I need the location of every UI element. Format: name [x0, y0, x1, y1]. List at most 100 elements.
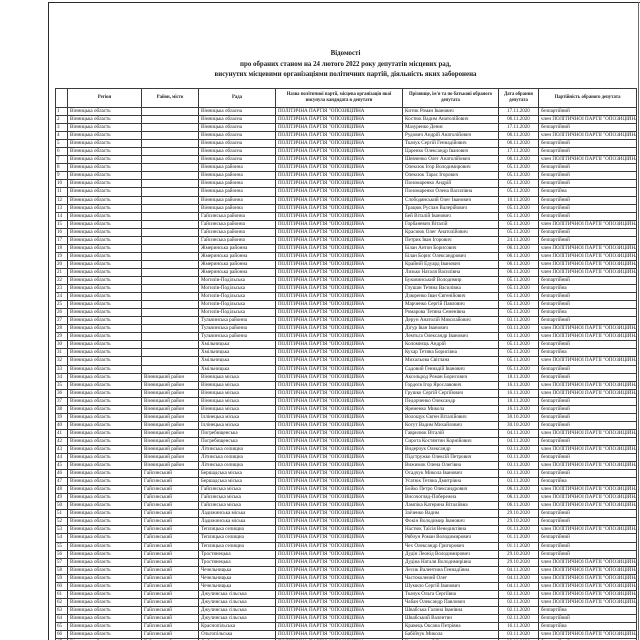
- cell-partisanship: член ПОЛІТИЧНОЇ ПАРТІЇ "ОПОЗИЦІЙНА: [538, 388, 637, 398]
- table-row: 15 Вінницька область Гайсинська районна ПОЛ…: [55, 219, 637, 229]
- cell-election-date: 01.11.2020: [498, 541, 539, 551]
- cell-number: 23: [55, 284, 68, 294]
- cell-region: Вінницька область: [67, 316, 142, 326]
- cell-party: ПОЛІТИЧНА ПАРТІЯ "ОПОЗИЦІЙНА: [275, 139, 403, 149]
- cell-district: [141, 203, 199, 213]
- cell-deputy-name: Дудін Леонід Володимирович: [402, 549, 499, 559]
- cell-partisanship: член ПОЛІТИЧНОЇ ПАРТІЇ "ОПОЗИЦІЙНА: [538, 332, 637, 342]
- cell-number: 1: [55, 106, 68, 117]
- cell-region: Вінницька область: [67, 396, 142, 406]
- cell-party: ПОЛІТИЧНА ПАРТІЯ "ОПОЗИЦІЙНА: [275, 316, 403, 326]
- cell-partisanship: безпартійний: [538, 420, 637, 430]
- cell-number: 26: [55, 308, 68, 318]
- cell-party: ПОЛІТИЧНА ПАРТІЯ "ОПОЗИЦІЙНА: [275, 565, 403, 575]
- cell-election-date: 04.11.2020: [498, 428, 539, 438]
- cell-council: Вінницька міська: [198, 372, 276, 382]
- cell-election-date: 05.11.2020: [498, 171, 539, 181]
- cell-district: Гайсинський: [141, 477, 199, 487]
- cell-council: Тростянецька: [198, 557, 276, 567]
- cell-deputy-name: Рябчун Роман Володимирович: [402, 533, 499, 543]
- cell-district: Вінницький район: [141, 404, 199, 414]
- cell-partisanship: член ПОЛІТИЧНОЇ ПАРТІЇ "ОПОЗИЦІЙНА: [538, 565, 637, 575]
- cell-party: ПОЛІТИЧНА ПАРТІЯ "ОПОЗИЦІЙНА: [275, 597, 403, 607]
- cell-region: Вінницька область: [67, 106, 142, 117]
- cell-partisanship: член ПОЛІТИЧНОЇ ПАРТІЇ "ОПОЗИЦІЙНА: [538, 461, 637, 471]
- cell-deputy-name: Мазуренко Денис: [402, 123, 499, 133]
- table-row: 12 Вінницька область Вінницька районна ПОЛІ…: [55, 195, 637, 205]
- cell-region: Вінницька область: [67, 139, 142, 149]
- cell-district: Вінницький район: [141, 388, 199, 398]
- table-row: 57 Вінницька область Гайсинський Тростянець…: [55, 557, 637, 567]
- cell-number: 4: [55, 131, 68, 141]
- cell-deputy-name: Височогляд-Побережна: [402, 493, 499, 503]
- cell-number: 18: [55, 243, 68, 253]
- cell-number: 40: [55, 420, 68, 430]
- cell-district: Вінницький район: [141, 453, 199, 463]
- cell-partisanship: безпартійний: [538, 163, 637, 173]
- cell-deputy-name: Сирота Костянтин Корнійович: [402, 436, 499, 446]
- cell-region: Вінницька область: [67, 123, 142, 133]
- cell-district: [141, 348, 199, 358]
- cell-partisanship: член ПОЛІТИЧНОЇ ПАРТІЇ "ОПОЗИЦІЙНА: [538, 115, 637, 125]
- cell-party: ПОЛІТИЧНА ПАРТІЯ "ОПОЗИЦІЙНА: [275, 179, 403, 189]
- page-border-left: [48, 2, 49, 640]
- cell-council: Погребищенська: [198, 436, 276, 446]
- cell-council: Гайсинська міська: [198, 485, 276, 495]
- cell-party: ПОЛІТИЧНА ПАРТІЯ "ОПОЗИЦІЙНА: [275, 115, 403, 125]
- table-row: 20 Вінницька область Жмеринська районна ПОЛ…: [55, 259, 637, 269]
- cell-district: [141, 235, 199, 245]
- cell-number: 41: [55, 428, 68, 438]
- cell-election-date: 18.11.2020: [498, 396, 539, 406]
- cell-region: Вінницька область: [67, 533, 142, 543]
- cell-deputy-name: Марченко Сергій Павлович: [402, 300, 499, 310]
- header-council: Рада: [198, 88, 276, 108]
- cell-number: 63: [55, 605, 68, 615]
- table-row: 1 Вінницька область Вінницька обласна ПОЛІТ…: [55, 106, 637, 117]
- cell-number: 25: [55, 300, 68, 310]
- cell-council: Вінницька обласна: [198, 139, 276, 149]
- cell-party: ПОЛІТИЧНА ПАРТІЯ "ОПОЗИЦІЙНА: [275, 106, 403, 117]
- cell-party: ПОЛІТИЧНА ПАРТІЯ "ОПОЗИЦІЙНА: [275, 251, 403, 261]
- cell-party: ПОЛІТИЧНА ПАРТІЯ "ОПОЗИЦІЙНА: [275, 284, 403, 294]
- cell-partisanship: безпартійний: [538, 235, 637, 245]
- cell-partisanship: безпартійна: [538, 187, 637, 197]
- cell-deputy-name: Підстружко Олексій Петрович: [402, 453, 499, 463]
- document-title: Відомості про обраних станом на 24 лютог…: [55, 49, 636, 81]
- cell-partisanship: безпартійний: [538, 179, 637, 189]
- cell-district: Гайсинський: [141, 509, 199, 519]
- cell-region: Вінницька область: [67, 573, 142, 583]
- cell-party: ПОЛІТИЧНА ПАРТІЯ "ОПОЗИЦІЙНА: [275, 412, 403, 422]
- cell-district: [141, 300, 199, 310]
- cell-deputy-name: Бойко Петро Олександрович: [402, 485, 499, 495]
- cell-district: Вінницький район: [141, 461, 199, 471]
- cell-number: 45: [55, 461, 68, 471]
- cell-district: [141, 267, 199, 277]
- cell-party: ПОЛІТИЧНА ПАРТІЯ "ОПОЗИЦІЙНА: [275, 348, 403, 358]
- cell-party: ПОЛІТИЧНА ПАРТІЯ "ОПОЗИЦІЙНА: [275, 123, 403, 133]
- cell-partisanship: член ПОЛІТИЧНОЇ ПАРТІЇ "ОПОЗИЦІЙНА: [538, 251, 637, 261]
- header-number: [55, 88, 68, 108]
- cell-party: ПОЛІТИЧНА ПАРТІЯ "ОПОЗИЦІЙНА: [275, 428, 403, 438]
- cell-deputy-name: Грушко Сергій Сергійович: [402, 388, 499, 398]
- cell-party: ПОЛІТИЧНА ПАРТІЯ "ОПОЗИЦІЙНА: [275, 187, 403, 197]
- cell-partisanship: безпартійний: [538, 227, 637, 237]
- cell-deputy-name: Заїченко Вадим: [402, 509, 499, 519]
- cell-party: ПОЛІТИЧНА ПАРТІЯ "ОПОЗИЦІЙНА: [275, 235, 403, 245]
- cell-district: Вінницький район: [141, 380, 199, 390]
- table-row: 28 Вінницька область Тульчинська районна ПО…: [55, 324, 637, 334]
- cell-district: Гайсинський: [141, 597, 199, 607]
- cell-district: [141, 340, 199, 350]
- cell-election-date: 04.11.2020: [498, 436, 539, 446]
- cell-partisanship: член ПОЛІТИЧНОЇ ПАРТІЇ "ОПОЗИЦІЙНА: [538, 444, 637, 455]
- cell-region: Вінницька область: [67, 453, 142, 463]
- cell-district: Гайсинський: [141, 581, 199, 591]
- cell-election-date: 05.11.2020: [498, 163, 539, 173]
- cell-deputy-name: Буковинський Володимир: [402, 275, 499, 286]
- cell-council: Джулинська сільська: [198, 597, 276, 607]
- cell-partisanship: безпартійний: [538, 275, 637, 286]
- table-row: 35 Вінницька область Вінницький район Вінни…: [55, 380, 637, 390]
- table-row: 29 Вінницька область Тульчинська районна ПО…: [55, 332, 637, 342]
- cell-district: Гайсинський: [141, 630, 199, 640]
- cell-region: Вінницька область: [67, 565, 142, 575]
- cell-deputy-name: Рудович Андрій Анатолійович: [402, 131, 499, 141]
